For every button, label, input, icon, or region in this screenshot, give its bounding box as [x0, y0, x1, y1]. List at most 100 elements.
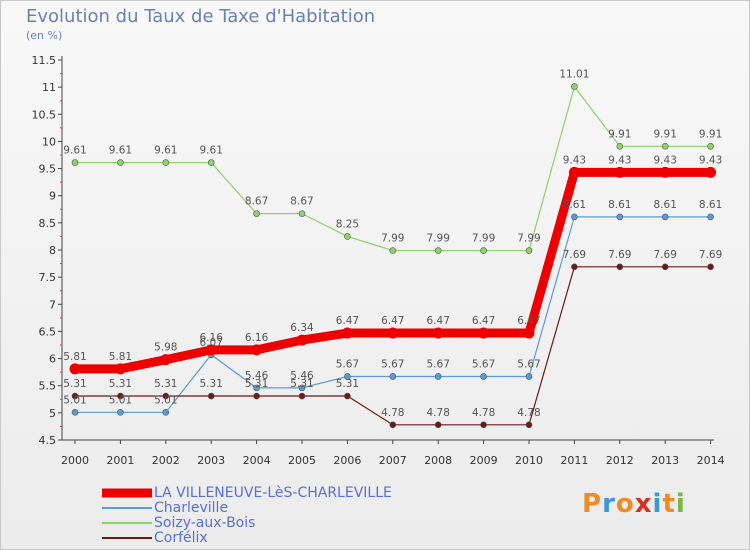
data-label: 8.67 — [245, 196, 268, 208]
data-label: 9.61 — [109, 145, 132, 157]
data-point — [432, 327, 444, 339]
data-point — [162, 409, 170, 416]
data-label: 11.01 — [559, 69, 589, 81]
data-label: 8.67 — [290, 196, 313, 208]
x-tick-label: 2014 — [697, 454, 725, 467]
data-point — [298, 392, 306, 400]
x-tick-label: 2005 — [288, 454, 316, 467]
data-point — [253, 392, 260, 400]
data-label: 4.78 — [517, 407, 540, 419]
y-tick-label: 11.5 — [32, 54, 57, 67]
data-point — [571, 263, 578, 271]
data-point — [434, 421, 442, 429]
data-point — [525, 421, 533, 429]
data-label: 9.91 — [654, 128, 677, 140]
data-point — [71, 392, 79, 400]
data-point — [661, 143, 669, 150]
data-label: 6.07 — [200, 337, 223, 349]
data-point — [434, 247, 442, 254]
logo-letter: r — [602, 489, 616, 519]
legend-swatch — [102, 507, 152, 509]
data-label: 5.01 — [63, 394, 86, 406]
data-label: 5.31 — [245, 378, 268, 390]
data-point — [341, 327, 353, 339]
data-label: 9.61 — [154, 145, 177, 157]
logo-letter: i — [675, 489, 686, 519]
data-label: 8.61 — [654, 199, 677, 211]
y-tick-label: 5.5 — [39, 380, 57, 393]
data-label: 5.67 — [427, 358, 450, 370]
data-label: 9.43 — [699, 154, 722, 166]
data-point — [69, 363, 81, 375]
data-label: 7.69 — [608, 249, 631, 261]
data-point — [71, 409, 79, 416]
data-label: 4.78 — [472, 407, 495, 419]
data-point — [525, 373, 533, 380]
data-label: 6.16 — [245, 332, 269, 344]
x-tick-label: 2010 — [515, 454, 543, 467]
data-point — [707, 263, 714, 271]
data-point — [207, 159, 215, 166]
data-point — [389, 247, 397, 254]
data-point — [659, 166, 671, 178]
data-label: 5.31 — [154, 378, 177, 390]
y-tick-label: 10 — [42, 135, 56, 148]
data-point — [344, 373, 351, 380]
data-point — [207, 392, 215, 400]
legend-swatch — [102, 522, 152, 524]
y-tick-label: 5 — [49, 407, 56, 420]
data-label: 5.81 — [109, 351, 132, 363]
data-label: 5.67 — [517, 358, 540, 370]
data-label: 6.47 — [517, 315, 540, 327]
data-point — [162, 159, 170, 166]
y-tick-label: 10.5 — [32, 108, 57, 121]
y-tick-label: 7 — [49, 298, 56, 311]
legend-label: LA VILLENEUVE-LèS-CHARLEVILLE — [154, 485, 392, 501]
x-tick-label: 2003 — [197, 454, 225, 467]
data-label: 9.43 — [563, 154, 586, 166]
y-tick-label: 4.5 — [39, 434, 57, 447]
data-label: 5.01 — [154, 394, 177, 406]
data-point — [387, 327, 399, 339]
data-point — [298, 210, 306, 217]
data-label: 8.61 — [563, 199, 586, 211]
data-label: 7.69 — [654, 249, 677, 261]
y-tick-label: 11 — [42, 81, 56, 94]
data-label: 5.98 — [154, 342, 177, 354]
data-label: 5.46 — [290, 370, 314, 382]
y-tick-label: 6.5 — [39, 325, 57, 338]
data-point — [389, 373, 397, 380]
x-tick-label: 2001 — [106, 454, 134, 467]
data-label: 8.61 — [699, 199, 722, 211]
chart-title: Evolution du Taux de Taxe d'Habitation — [26, 6, 376, 27]
data-point — [117, 392, 124, 400]
x-tick-label: 2011 — [560, 454, 588, 467]
x-tick-label: 2012 — [606, 454, 634, 467]
data-point — [162, 392, 170, 400]
data-label: 8.25 — [336, 218, 359, 230]
data-point — [525, 247, 533, 254]
data-label: 9.43 — [608, 154, 631, 166]
x-tick-label: 2002 — [152, 454, 180, 467]
data-point — [523, 327, 535, 339]
data-label: 6.34 — [290, 322, 314, 334]
y-tick-label: 9.5 — [39, 163, 57, 176]
data-point — [117, 159, 124, 166]
data-label: 5.31 — [290, 378, 313, 390]
data-label: 6.16 — [200, 332, 224, 344]
data-label: 7.69 — [563, 249, 586, 261]
data-point — [661, 213, 669, 221]
data-label: 7.99 — [427, 233, 450, 245]
data-point — [571, 83, 578, 90]
logo-letter: t — [662, 489, 676, 519]
data-label: 9.61 — [200, 145, 223, 157]
data-point — [705, 166, 717, 178]
data-label: 5.31 — [109, 378, 132, 390]
data-label: 9.91 — [699, 128, 722, 140]
data-point — [344, 233, 351, 240]
data-label: 8.61 — [608, 199, 631, 211]
x-tick-label: 2008 — [424, 454, 452, 467]
x-tick-label: 2007 — [379, 454, 407, 467]
logo-letter: P — [582, 489, 603, 519]
data-point — [160, 354, 172, 366]
